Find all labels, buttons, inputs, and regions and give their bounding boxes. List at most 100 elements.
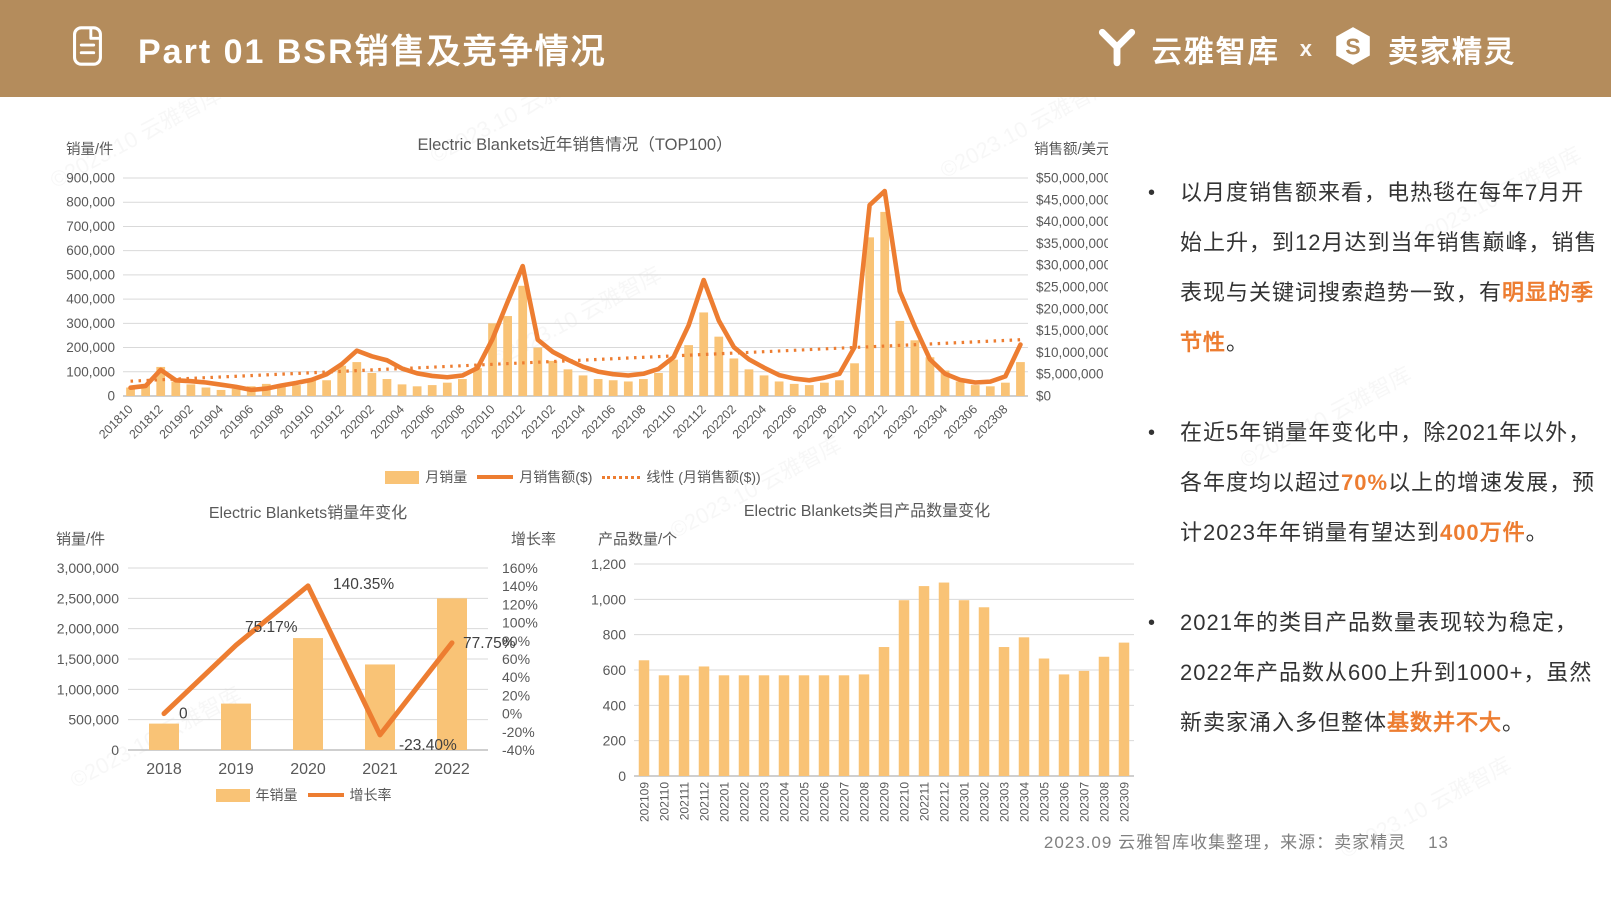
svg-text:202209: 202209 — [878, 782, 892, 822]
svg-text:202308: 202308 — [1098, 782, 1112, 822]
insight-bullet: • 以月度销售额来看，电热毯在每年7月开始上升，到12月达到当年销售巅峰，销售表现… — [1148, 168, 1600, 368]
product-count-chart: Electric Blankets类目产品数量变化 产品数量/个 0 200 400 60… — [582, 498, 1152, 855]
legend-label: 线性 (月销售额($)) — [646, 469, 761, 485]
svg-text:2,500,000: 2,500,000 — [57, 590, 119, 606]
bar-swatch-icon — [215, 788, 250, 802]
svg-text:80%: 80% — [502, 633, 530, 649]
svg-text:销售额/美元: 销售额/美元 — [1034, 141, 1108, 158]
svg-text:400: 400 — [603, 697, 627, 713]
svg-text:$20,000,000: $20,000,000 — [1036, 301, 1108, 316]
svg-text:S: S — [1345, 33, 1360, 59]
svg-text:400,000: 400,000 — [66, 292, 115, 307]
svg-text:202207: 202207 — [838, 782, 852, 822]
svg-text:202210: 202210 — [898, 782, 912, 822]
svg-text:1,200: 1,200 — [591, 556, 626, 572]
svg-text:60%: 60% — [502, 651, 530, 667]
legend-label: 增长率 — [349, 787, 392, 803]
legend-label: 月销售额($) — [519, 469, 593, 485]
svg-text:增长率: 增长率 — [511, 531, 556, 548]
insight-bullet: • 2021年的类目产品数量表现较为稳定，2022年产品数从600上升到1000+… — [1148, 598, 1600, 748]
svg-text:202110: 202110 — [658, 782, 672, 821]
svg-text:产品数量/个: 产品数量/个 — [598, 531, 677, 548]
svg-text:$50,000,000: $50,000,000 — [1036, 171, 1108, 186]
highlighted-text: 400万件 — [1439, 520, 1526, 545]
svg-text:$5,000,000: $5,000,000 — [1036, 367, 1104, 382]
svg-text:202212: 202212 — [938, 782, 952, 822]
svg-text:$35,000,000: $35,000,000 — [1036, 236, 1108, 251]
svg-text:$10,000,000: $10,000,000 — [1036, 345, 1108, 360]
svg-text:202302: 202302 — [978, 782, 992, 822]
svg-text:120%: 120% — [502, 596, 538, 612]
highlighted-text: 70% — [1341, 470, 1389, 495]
svg-text:202308: 202308 — [971, 402, 1010, 441]
svg-text:Electric Blankets类目产品数量变化: Electric Blankets类目产品数量变化 — [744, 502, 990, 520]
insight-bullet: • 在近5年销量年变化中，除2021年以外，各年度均以超过70%以上的增速发展，预… — [1148, 408, 1600, 558]
svg-text:75.17%: 75.17% — [245, 619, 298, 636]
svg-text:$30,000,000: $30,000,000 — [1036, 258, 1108, 273]
svg-text:600,000: 600,000 — [66, 243, 115, 258]
footer: 2023.09 云雅智库收集整理，来源：卖家精灵 13 — [1044, 828, 1449, 853]
svg-text:-23.40%: -23.40% — [399, 737, 457, 754]
svg-text:140%: 140% — [502, 578, 538, 594]
bullet-dot-icon: • — [1148, 182, 1156, 204]
svg-text:202202: 202202 — [738, 782, 752, 822]
legend-item: 月销量 — [385, 467, 467, 487]
svg-text:销量/件: 销量/件 — [66, 141, 114, 158]
legend-item: 增长率 — [307, 785, 392, 805]
page-number: 13 — [1428, 833, 1449, 852]
body-text: 。 — [1226, 330, 1250, 355]
svg-text:202108: 202108 — [609, 402, 648, 441]
svg-text:20%: 20% — [502, 687, 530, 703]
sellersprite-logo-icon: S — [1332, 25, 1374, 72]
brand-separator: x — [1299, 35, 1312, 61]
yearly-sales-chart: Electric Blankets销量年变化 销量/件 增长率 0 500,000 1,0… — [36, 498, 571, 805]
svg-text:900,000: 900,000 — [66, 171, 115, 186]
svg-text:202304: 202304 — [1018, 782, 1032, 822]
svg-text:0: 0 — [111, 742, 119, 758]
line-swatch-icon — [307, 793, 344, 797]
highlighted-text: 明显的季节性 — [1180, 280, 1595, 355]
svg-text:700,000: 700,000 — [66, 219, 115, 234]
svg-text:2020: 2020 — [290, 761, 326, 778]
body-text: 。 — [1502, 710, 1526, 735]
yunya-logo-icon — [1096, 25, 1138, 72]
svg-text:160%: 160% — [502, 560, 538, 576]
legend-label: 月销量 — [425, 469, 468, 485]
svg-text:0: 0 — [618, 768, 626, 784]
svg-text:202306: 202306 — [1058, 782, 1072, 822]
brand-lockup: 云雅智库 x S 卖家精灵 — [1096, 0, 1516, 97]
svg-text:$40,000,000: $40,000,000 — [1036, 214, 1108, 229]
svg-text:200,000: 200,000 — [66, 340, 115, 355]
insight-paragraph: 以月度销售额来看，电热毯在每年7月开始上升，到12月达到当年销售巅峰，销售表现与… — [1180, 168, 1600, 368]
insight-paragraph: 2021年的类目产品数量表现较为稳定，2022年产品数从600上升到1000+，… — [1180, 598, 1600, 748]
svg-text:202111: 202111 — [678, 782, 692, 821]
svg-text:202303: 202303 — [998, 782, 1012, 822]
legend-label: 年销量 — [255, 787, 298, 803]
svg-text:2022: 2022 — [434, 761, 470, 778]
svg-text:0: 0 — [107, 389, 115, 404]
svg-text:100,000: 100,000 — [66, 364, 115, 379]
page-title: Part 01 BSR销售及竞争情况 — [138, 33, 607, 71]
svg-text:Electric Blankets销量年变化: Electric Blankets销量年变化 — [209, 504, 407, 522]
svg-text:$0: $0 — [1036, 389, 1051, 404]
legend-item: 月销售额($) — [477, 467, 592, 487]
svg-text:202305: 202305 — [1038, 782, 1052, 822]
insight-panel: • 以月度销售额来看，电热毯在每年7月开始上升，到12月达到当年销售巅峰，销售表现… — [1148, 168, 1600, 788]
header-band: Part 01 BSR销售及竞争情况 云雅智库 x S 卖家精灵 — [0, 0, 1611, 97]
svg-text:202201: 202201 — [718, 782, 732, 822]
svg-text:600: 600 — [603, 662, 627, 678]
line-swatch-icon — [477, 475, 514, 479]
svg-text:500,000: 500,000 — [66, 267, 115, 282]
svg-text:2021: 2021 — [362, 761, 398, 778]
svg-text:77.75%: 77.75% — [463, 635, 516, 652]
body-text: 以月度销售额来看，电热毯在每年7月开始上升，到12月达到当年销售巅峰，销售表现与… — [1180, 180, 1598, 305]
body-text: 在近5年销量年变化中，除2021年以外，各年度均以超过 — [1180, 420, 1592, 495]
bullet-dot-icon: • — [1148, 422, 1156, 444]
svg-text:2,000,000: 2,000,000 — [57, 621, 119, 637]
legend-item: 年销量 — [215, 785, 298, 805]
monthly-sales-legend: 月销量 月销售额($) 线性 (月销售额($)) — [38, 467, 1108, 487]
bullet-dot-icon: • — [1148, 612, 1156, 634]
svg-text:500,000: 500,000 — [68, 712, 119, 728]
body-text: 以上的增速发展，预计2023年年销量有望达到 — [1180, 470, 1596, 545]
